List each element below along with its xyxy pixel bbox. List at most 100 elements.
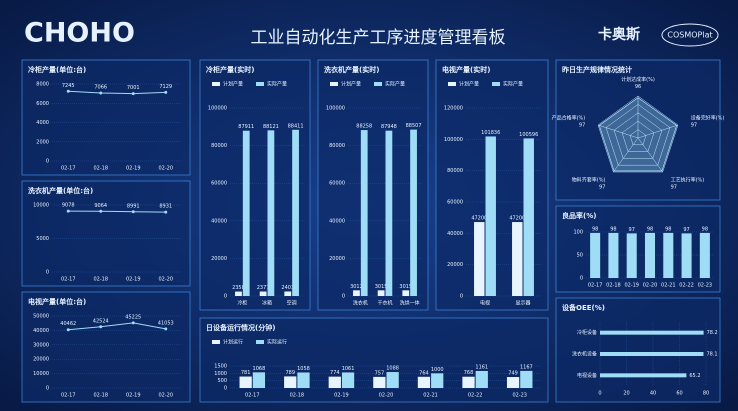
legend-label: 计划产量 [459, 81, 479, 88]
logo: CHOHO [24, 18, 135, 49]
point [164, 210, 168, 214]
x-tick-label: 02-18 [93, 393, 108, 399]
legend-swatch [330, 82, 338, 86]
y-tick-label: 80000 [211, 143, 227, 149]
legend-label: 实际产量 [267, 81, 287, 88]
radar-value: 96 [635, 84, 641, 90]
bar [600, 352, 704, 356]
value-label: 749 [508, 371, 518, 377]
radar-area [598, 97, 678, 172]
bar [284, 376, 297, 388]
y-tick-label: 5000 [36, 236, 49, 242]
value-label: 98 [647, 226, 653, 232]
x-tick-label: 02-18 [93, 277, 108, 283]
bar [681, 233, 692, 278]
x-tick-label: 02-20 [158, 166, 173, 172]
y-tick-label: 电视设备 [577, 372, 597, 379]
y-tick-label: 60000 [211, 181, 227, 187]
value-label: 98 [665, 226, 671, 232]
bar [252, 372, 266, 388]
x-tick-label: 02-18 [290, 393, 305, 399]
line [68, 90, 166, 95]
point [66, 328, 70, 332]
y-tick-label: 0 [224, 386, 227, 392]
bar [417, 376, 431, 388]
value-label: 87948 [381, 124, 397, 130]
y-tick-label: 洗衣机设备 [572, 351, 597, 358]
bar [386, 372, 399, 388]
platform-badge [661, 23, 719, 47]
value-label: 3015 [399, 284, 412, 290]
panel [21, 180, 191, 287]
bar [431, 373, 444, 388]
x-tick-label: 02-18 [606, 283, 621, 289]
x-tick-label: 空调 [287, 300, 297, 307]
x-tick-label: 0 [598, 391, 601, 397]
y-tick-label: 60000 [329, 181, 345, 187]
value-label: 45225 [125, 314, 141, 320]
value-label: 98 [610, 226, 616, 232]
radar-ring [605, 104, 671, 166]
panel-title: 冷柜产量(单位:台) [28, 65, 86, 74]
bar [644, 232, 656, 278]
value-label: 41053 [158, 320, 174, 326]
brand: 卡奥斯 [598, 26, 640, 43]
panel [555, 205, 721, 293]
x-tick-label: 干衣机 [377, 300, 392, 307]
panel-title: 洗衣机产量(单位:台) [28, 186, 93, 195]
x-tick-label: 冷柜 [237, 300, 247, 307]
x-tick-label: 洗烘一体 [400, 300, 420, 307]
y-tick-label: 20000 [329, 256, 345, 262]
bar [474, 222, 485, 296]
bar [520, 370, 533, 388]
panel-title: 设备OEE(%) [562, 303, 605, 312]
value-label: 87911 [238, 124, 254, 130]
value-label: 88507 [406, 123, 422, 129]
value-label: 757 [375, 370, 385, 376]
radar-label: 工艺执行率(%) [671, 176, 705, 183]
value-label: 764 [419, 370, 429, 376]
bar [608, 232, 619, 278]
x-tick-label: 02-22 [679, 283, 694, 289]
y-tick-label: 10000 [33, 371, 49, 377]
value-label: 100596 [519, 132, 538, 138]
value-label: 1167 [520, 364, 533, 370]
bar [353, 290, 360, 296]
x-tick-label: 02-17 [61, 166, 76, 172]
panel-title: 电视产量(单位:台) [28, 297, 86, 306]
bar [385, 130, 393, 296]
value-label: 88121 [263, 124, 279, 130]
y-tick-label: 20000 [447, 262, 463, 268]
value-label: 65.2 [689, 373, 700, 379]
bar [292, 129, 299, 296]
value-label: 781 [241, 370, 251, 376]
x-tick-label: 电视 [480, 300, 490, 307]
value-label: 7245 [62, 83, 75, 89]
x-tick-label: 02-17 [588, 283, 603, 289]
radar-spoke [597, 124, 639, 139]
value-label: 774 [330, 370, 340, 376]
line [68, 210, 166, 213]
y-tick-label: 0 [46, 386, 49, 392]
value-label: 2358 [232, 285, 245, 291]
value-label: 1088 [386, 366, 399, 372]
value-label: 78.2 [707, 330, 718, 336]
y-tick-label: 50 [577, 253, 583, 259]
y-tick-label: 60000 [447, 200, 463, 206]
value-label: 47200 [471, 216, 487, 222]
point [131, 321, 135, 325]
platform: COSMOPlat [667, 31, 712, 40]
radar-ring [621, 120, 655, 152]
radar-label: 物料齐套率(%) [572, 176, 606, 183]
y-tick-label: 4000 [36, 120, 49, 126]
bar [377, 290, 385, 296]
radar-spoke [637, 124, 679, 139]
legend-label: 实际产量 [385, 81, 405, 88]
bar [626, 233, 637, 278]
value-label: 40462 [60, 321, 76, 327]
x-tick-label: 20 [623, 391, 629, 397]
bar [590, 232, 601, 278]
x-tick-label: 02-18 [93, 166, 108, 172]
y-tick-label: 100000 [208, 106, 227, 112]
line [68, 322, 166, 331]
